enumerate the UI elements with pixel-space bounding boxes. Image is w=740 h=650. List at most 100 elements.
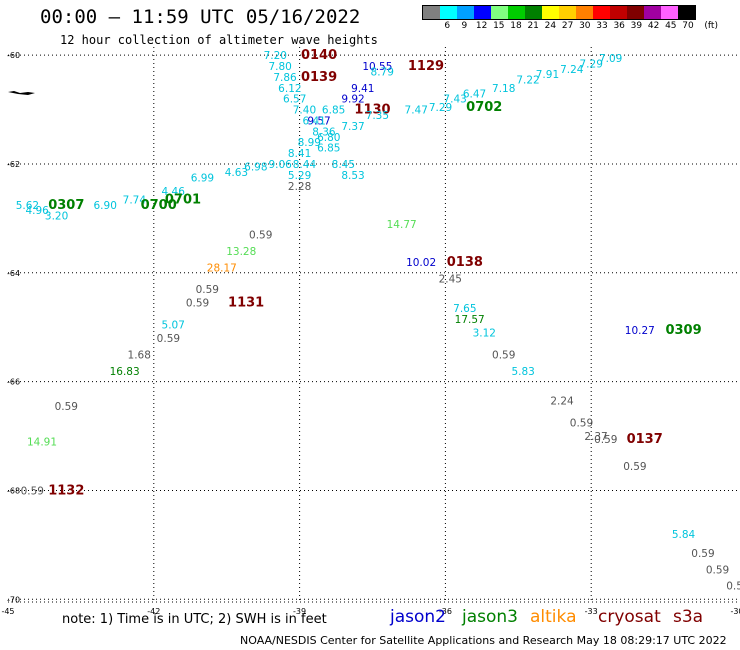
legend-swatch bbox=[610, 6, 627, 19]
legend-bin-label: 33 bbox=[596, 21, 608, 31]
wave-height-value: 6.57 bbox=[283, 94, 306, 106]
wave-height-value: 6.98 bbox=[244, 162, 267, 174]
map-title: 00:00 – 11:59 UTC 05/16/2022 bbox=[40, 6, 361, 28]
wave-height-value: 3.20 bbox=[45, 211, 68, 223]
color-legend-labels: 6 9 12 15 18 21 24 27 30 33 36 39 42 45 70 (ft) bbox=[422, 21, 740, 33]
pass-time-label: 0140 bbox=[301, 48, 337, 63]
legend-bin-label: 42 bbox=[647, 21, 660, 31]
wave-height-value: 9.06 bbox=[268, 159, 292, 171]
legend-swatch bbox=[491, 6, 508, 19]
legend-bin-label: 9 bbox=[461, 21, 468, 31]
legend-bin-label: 27 bbox=[561, 21, 574, 31]
wave-height-value: 8.36 bbox=[312, 126, 336, 138]
wave-height-value: 0.59 bbox=[55, 401, 78, 413]
wave-height-value: 0.59 bbox=[186, 298, 209, 310]
wave-height-value: 6.80 bbox=[317, 132, 340, 144]
legend-bin-label: 24 bbox=[544, 21, 557, 31]
wave-height-value: 7.18 bbox=[492, 83, 515, 95]
pass-time-label: 1129 bbox=[408, 59, 444, 74]
footer-note: note: 1) Time is in UTC; 2) SWH is in fe… bbox=[62, 612, 327, 627]
wave-height-value: 3.12 bbox=[473, 328, 496, 340]
wave-height-value: 14.91 bbox=[27, 436, 57, 448]
wave-height-value: 0.59 bbox=[691, 548, 714, 560]
color-legend bbox=[422, 5, 696, 20]
wave-height-value: 0.59 bbox=[492, 349, 515, 361]
wave-height-value: 8.79 bbox=[371, 66, 394, 78]
map-subtitle: 12 hour collection of altimeter wave hei… bbox=[60, 33, 378, 47]
legend-bin-label: 70 bbox=[682, 21, 694, 31]
legend-swatch bbox=[457, 6, 474, 19]
wave-height-value: 8.53 bbox=[341, 170, 364, 182]
wave-height-value: 13.28 bbox=[226, 246, 256, 258]
axis-ticks: -45 -42 -39 -36 -33 -30 -60 -62 -64 -66 -68 -70 bbox=[1, 51, 740, 616]
wave-height-value: 7.35 bbox=[366, 110, 389, 122]
wave-height-value: 5.62 bbox=[16, 200, 39, 212]
wave-height-value: 8.44 bbox=[293, 159, 317, 171]
wave-height-value: 10.27 bbox=[625, 325, 655, 337]
wave-height-value: 6.99 bbox=[191, 173, 214, 185]
pass-time-label: 1130 bbox=[354, 103, 390, 118]
wave-height-value: 2.24 bbox=[550, 396, 574, 408]
wave-height-value: 0.59 bbox=[594, 434, 617, 446]
wave-height-value: 28.17 bbox=[207, 262, 237, 274]
wave-height-value: 7.65 bbox=[453, 303, 476, 315]
legend-bin-label: 15 bbox=[493, 21, 505, 31]
pass-time-label: 0309 bbox=[665, 323, 701, 338]
pass-time-label: 0307 bbox=[48, 198, 84, 213]
wave-height-value: 4.46 bbox=[162, 186, 186, 198]
wave-height-value: 16.83 bbox=[110, 366, 140, 378]
pass-time-label: 0702 bbox=[466, 100, 502, 115]
pass-time-label: 0137 bbox=[627, 432, 663, 447]
island-coastline bbox=[8, 91, 35, 95]
wave-height-value: 7.43 bbox=[443, 94, 466, 106]
legend-bin-label: 18 bbox=[510, 21, 522, 31]
lon-tick-label: -42 bbox=[147, 607, 160, 616]
lat-tick-label: -66 bbox=[7, 378, 20, 387]
wave-height-value: 7.40 bbox=[293, 105, 316, 117]
legend-swatch bbox=[661, 6, 678, 19]
legend-swatch bbox=[593, 6, 610, 19]
legend-bin-label: 30 bbox=[579, 21, 591, 31]
wave-height-value: 9.41 bbox=[351, 83, 374, 95]
wave-height-value: 9.57 bbox=[307, 115, 330, 127]
legend-bin-label: 36 bbox=[613, 21, 625, 31]
graticule bbox=[8, 47, 737, 603]
lon-tick-label: -45 bbox=[1, 607, 14, 616]
wave-height-value: 0.59 bbox=[249, 230, 272, 242]
wave-height-value: 2.28 bbox=[288, 181, 311, 193]
wave-height-value: 0.59 bbox=[196, 284, 219, 296]
wave-height-value: 2.37 bbox=[584, 431, 607, 443]
mission-label: s3a bbox=[673, 607, 704, 627]
legend-bin-label: 39 bbox=[630, 21, 643, 31]
lat-tick-label: -68 bbox=[7, 486, 20, 495]
wave-height-value: 7.29 bbox=[580, 58, 603, 70]
observations-layer: 0140 7.207.80 10.55 1129 7.86 0139 8.79 9.41 6.1… bbox=[16, 48, 740, 593]
wave-height-value: 2.45 bbox=[439, 273, 462, 285]
mission-label: jason2 bbox=[390, 607, 446, 627]
legend-swatch bbox=[559, 6, 576, 19]
wave-height-value: 17.57 bbox=[455, 314, 485, 326]
wave-height-value: 8.99 bbox=[298, 137, 321, 149]
lon-tick-label: -36 bbox=[439, 607, 452, 616]
legend-swatch bbox=[678, 6, 695, 19]
wave-height-value: 7.37 bbox=[341, 121, 364, 133]
pass-time-label: 0139 bbox=[301, 70, 337, 85]
wave-height-value: 6.85 bbox=[317, 143, 340, 155]
legend-swatch bbox=[627, 6, 644, 19]
wave-height-value: 6.12 bbox=[278, 83, 301, 95]
mission-label: cryosat bbox=[598, 607, 661, 627]
wave-height-value: 7.80 bbox=[268, 61, 291, 73]
mission-label: altika bbox=[530, 607, 577, 627]
legend-swatch bbox=[440, 6, 457, 19]
lat-tick-label: -62 bbox=[7, 160, 20, 169]
legend-bin-label: 6 bbox=[444, 21, 451, 31]
wave-height-value: 6.47 bbox=[463, 88, 486, 100]
wave-height-value: 5.07 bbox=[162, 320, 185, 332]
legend-swatch bbox=[508, 6, 525, 19]
legend-swatch bbox=[525, 6, 542, 19]
wave-height-value: 0.59 bbox=[570, 417, 593, 429]
wave-height-value: 7.91 bbox=[536, 69, 559, 81]
wave-height-value: 0.59 bbox=[157, 333, 180, 345]
legend-unit-label: (ft) bbox=[704, 21, 718, 31]
